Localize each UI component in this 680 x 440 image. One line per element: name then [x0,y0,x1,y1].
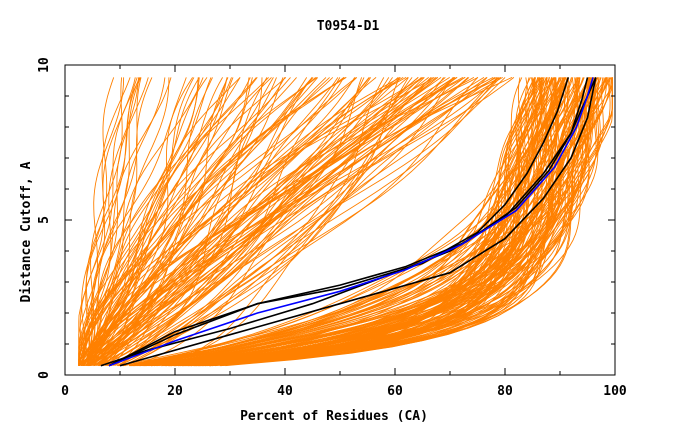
orange-curve-217 [83,77,334,366]
x-tick-label: 60 [387,384,403,399]
orange-curve-281 [100,77,390,367]
orange-curve-139 [175,77,545,367]
orange-curve-257 [89,77,407,366]
orange-curve-167 [105,77,469,367]
orange-curve-258 [88,77,142,366]
orange-curve-142 [220,77,612,367]
orange-curve-185 [118,77,498,367]
x-tick-label: 40 [277,384,293,399]
orange-curve-83 [194,77,607,367]
orange-curves [78,76,613,367]
orange-curve-244 [124,77,432,367]
blue-series-4 [108,77,594,367]
orange-curve-86 [191,77,584,367]
orange-curve-66 [161,77,553,367]
orange-curve-266 [134,77,363,367]
orange-curve-276 [108,77,187,366]
orange-curve-283 [81,77,170,366]
orange-curve-279 [116,77,263,367]
orange-curve-48 [174,77,553,367]
orange-curve-231 [88,77,377,366]
orange-curve-226 [78,77,131,366]
black-series-2 [108,77,570,367]
orange-curve-243 [78,77,291,366]
orange-curve-149 [209,77,598,367]
orange-curve-122 [175,77,536,367]
orange-curve-213 [78,77,125,366]
black-series-0 [100,77,597,367]
orange-curve-194 [113,77,409,367]
y-tick-label: 10 [37,57,52,73]
orange-curve-208 [89,77,404,366]
orange-curve-131 [135,77,545,367]
orange-curve-264 [102,77,413,367]
y-tick-label: 5 [37,216,52,224]
black-series-3 [119,77,597,367]
orange-curve-251 [88,77,401,366]
orange-curve-277 [117,77,341,367]
orange-curve-77 [201,77,591,367]
orange-curve-216 [159,77,400,367]
orange-curve-269 [89,77,223,366]
orange-curve-175 [106,77,446,367]
orange-curve-241 [83,77,212,366]
orange-curve-256 [90,77,253,367]
orange-curve-225 [161,77,385,367]
orange-curve-272 [82,77,200,366]
orange-curve-172 [105,77,456,367]
orange-curve-250 [118,77,277,367]
x-tick-label: 80 [497,384,513,399]
orange-curve-247 [84,77,123,366]
orange-curve-173 [110,77,506,367]
orange-curve-275 [87,77,208,366]
orange-curve-190 [80,77,458,367]
orange-curve-133 [193,77,590,367]
orange-curve-253 [83,77,286,366]
orange-curve-280 [85,77,138,366]
orange-curve-252 [83,77,399,366]
orange-curve-271 [80,77,308,366]
orange-curve-197 [78,77,269,366]
orange-curve-145 [122,77,560,367]
x-axis-label: Percent of Residues (CA) [240,409,428,424]
y-tick-label: 0 [37,371,52,379]
x-tick-label: 0 [61,384,69,399]
orange-curve-17 [182,77,601,367]
axis-ticks: 0 20 40 60 80 100 0 5 10 [37,57,627,399]
orange-curve-278 [97,77,339,367]
orange-curve-178 [124,77,479,367]
orange-curve-62 [198,77,613,367]
orange-curve-137 [137,77,543,367]
orange-curve-282 [81,77,115,366]
orange-curve-136 [151,77,530,367]
orange-curve-128 [195,77,602,367]
orange-curve-236 [82,77,257,366]
chart-title: T0954-D1 [317,19,380,34]
orange-curve-274 [93,77,195,366]
orange-curve-146 [139,77,594,367]
orange-curve-148 [167,77,597,367]
orange-curve-192 [88,77,487,367]
orange-curve-207 [85,77,141,366]
highlight-curves [100,77,597,367]
orange-curve-218 [89,77,141,366]
orange-curve-246 [78,77,228,366]
orange-curve-270 [89,77,419,367]
y-axis-label: Distance Cutoff, A [19,161,34,302]
x-tick-label: 100 [603,384,627,399]
orange-curve-204 [81,77,439,366]
orange-curve-284 [85,77,357,366]
orange-curve-263 [100,77,314,367]
orange-curve-144 [139,77,569,367]
orange-curve-147 [190,77,592,367]
orange-curve-234 [88,77,425,367]
orange-curve-134 [170,77,567,367]
orange-curve-61 [137,77,543,367]
x-tick-label: 20 [167,384,183,399]
orange-curve-143 [169,77,572,367]
orange-curve-229 [86,77,356,367]
